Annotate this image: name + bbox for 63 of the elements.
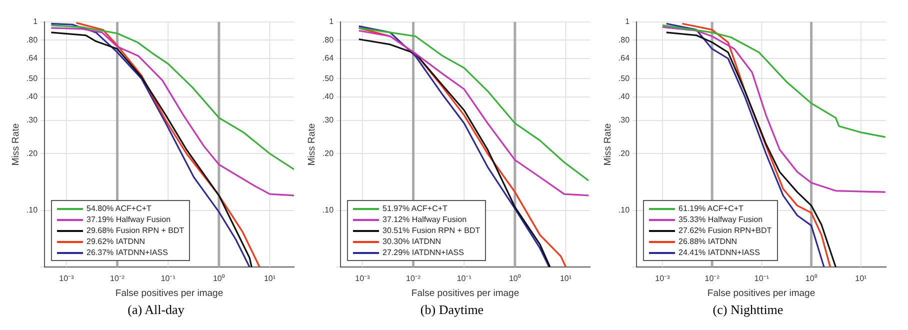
x-tick-label: 10⁻²	[110, 274, 125, 284]
y-tick-label: 1	[329, 17, 334, 26]
y-tick-label: .50	[618, 74, 630, 83]
y-axis-title: Miss Rate	[10, 123, 22, 166]
legend-label: 24.41% IATDNN+IASS	[678, 248, 760, 257]
y-tick-label: .50	[322, 74, 334, 83]
legend-label: 30.30% IATDNN	[382, 237, 442, 246]
y-tick-label: .40	[618, 92, 630, 102]
y-tick-label: 1	[625, 17, 630, 26]
y-tick-label: .64	[322, 54, 334, 63]
x-tick-label: 10¹	[560, 274, 572, 284]
y-tick-label: .30	[618, 116, 630, 125]
legend-label: 35.33% Halfway Fusion	[678, 215, 763, 224]
x-axis-title: False positives per image	[411, 288, 520, 299]
y-tick-label: .10	[618, 206, 630, 215]
y-tick-label: .50	[26, 74, 38, 83]
x-axis-title: False positives per image	[115, 288, 224, 299]
y-tick-label: .64	[26, 54, 38, 63]
legend-label: 29.62% IATDNN	[86, 237, 146, 246]
x-tick-label: 10⁰	[508, 274, 521, 284]
y-tick-label: .40	[26, 92, 38, 102]
x-tick-label: 10⁻²	[406, 274, 421, 284]
y-tick-label: .64	[618, 54, 630, 63]
legend-label: 27.29% IATDNN+IASS	[382, 248, 464, 257]
x-tick-label: 10⁻³	[355, 274, 370, 284]
text: (b) Daytime	[419, 302, 485, 318]
y-tick-label: .40	[322, 92, 334, 102]
x-tick-label: 10⁻¹	[754, 274, 770, 284]
y-tick-label: .30	[322, 116, 334, 125]
legend-label: 37.19% Halfway Fusion	[86, 215, 171, 224]
y-tick-label: .30	[26, 116, 38, 125]
y-axis-title: Miss Rate	[306, 123, 318, 166]
y-tick-label: .10	[26, 206, 38, 215]
x-tick-label: 10⁻¹	[456, 274, 472, 284]
y-tick-label: .10	[322, 206, 334, 215]
y-tick-label: .80	[26, 35, 38, 44]
x-tick-label: 10⁻³	[655, 274, 670, 284]
legend-label: 54.80% ACF+C+T	[86, 204, 152, 213]
y-tick-label: 1	[33, 17, 38, 26]
y-tick-label: .80	[618, 35, 630, 44]
text: (a) All-day	[126, 302, 186, 318]
legend-label: 26.88% IATDNN	[678, 237, 738, 246]
x-axis-title: False positives per image	[707, 288, 816, 299]
x-tick-label: 10¹	[855, 274, 868, 284]
legend-label: 37.12% Halfway Fusion	[382, 215, 467, 224]
y-tick-label: .20	[26, 148, 38, 158]
legend-label: 61.19% ACF+C+T	[678, 204, 744, 213]
x-tick-label: 10⁻²	[704, 274, 720, 284]
x-tick-label: 10⁻¹	[160, 274, 176, 284]
legend-label: 51.97% ACF+C+T	[382, 204, 448, 213]
x-tick-label: 10⁰	[805, 274, 818, 284]
y-axis-title: Miss Rate	[602, 123, 614, 166]
y-tick-label: .20	[322, 148, 334, 158]
legend-label: 27.62% Fusion RPN+BDT	[678, 226, 772, 235]
y-tick-label: .80	[322, 35, 334, 44]
y-tick-label: .20	[618, 148, 630, 158]
x-tick-label: 10¹	[264, 274, 276, 284]
legend-label: 29.68% Fusion RPN + BDT	[86, 226, 184, 235]
legend-label: 30.51% Fusion RPN + BDT	[382, 226, 480, 235]
text: (c) Nighttime	[712, 302, 784, 318]
x-tick-label: 10⁻³	[59, 274, 74, 284]
x-tick-label: 10⁰	[212, 274, 225, 284]
legend-label: 26.37% IATDNN+IASS	[86, 248, 168, 257]
